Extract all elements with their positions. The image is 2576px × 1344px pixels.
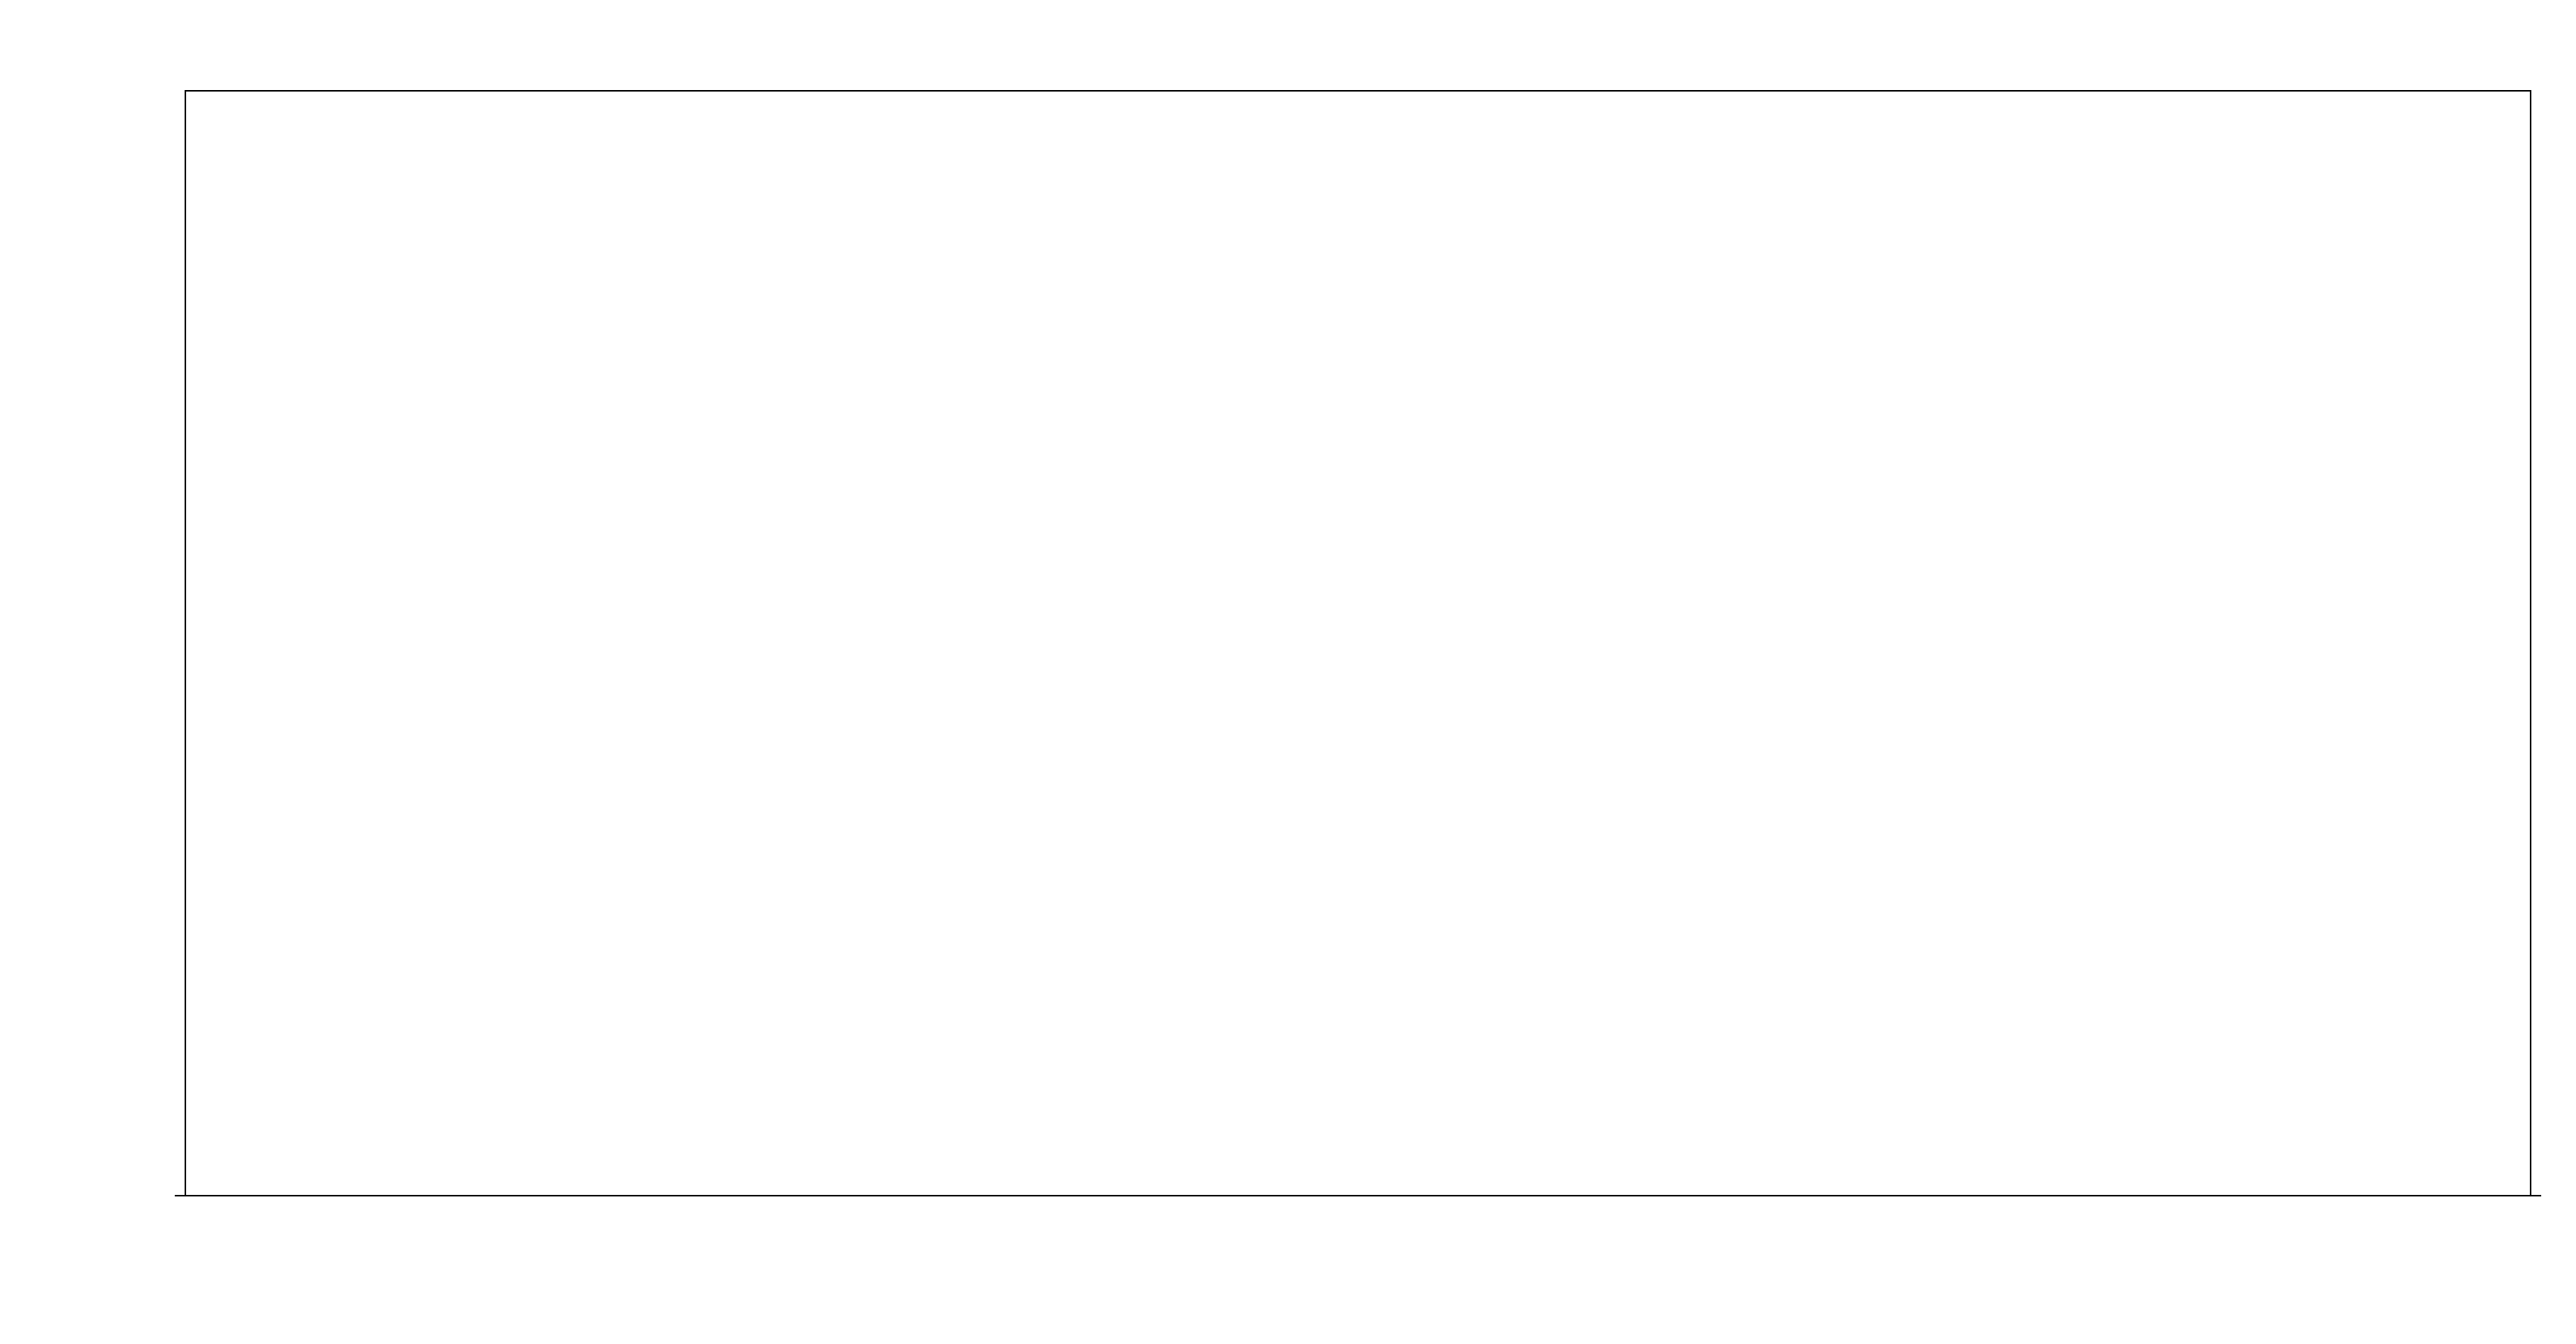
emissions-chart <box>0 0 2576 1344</box>
plot-area <box>185 91 2531 1196</box>
